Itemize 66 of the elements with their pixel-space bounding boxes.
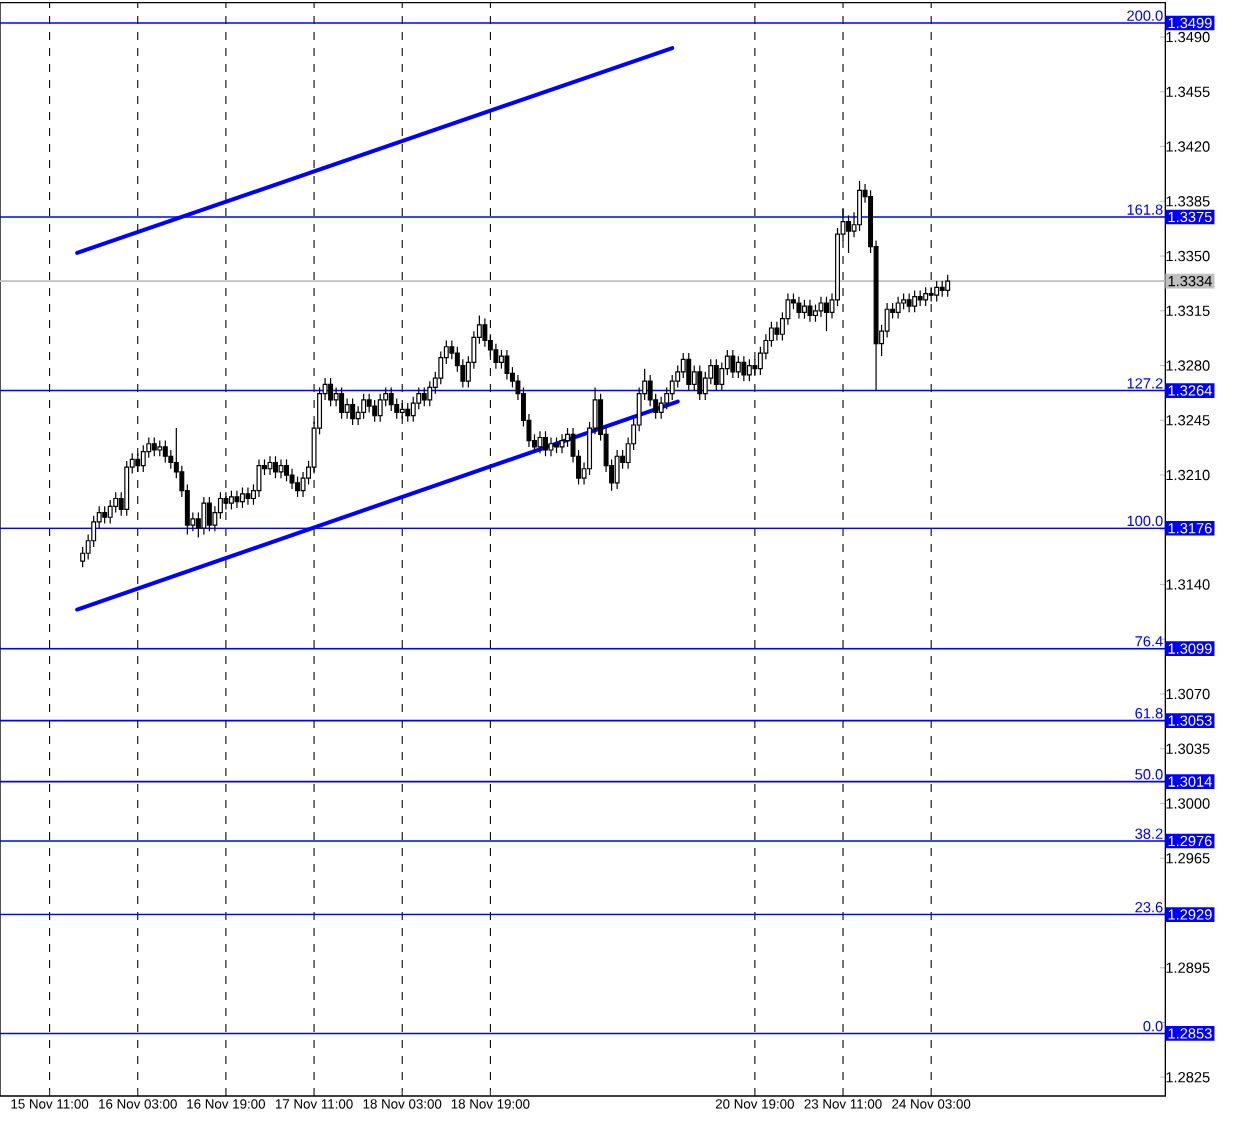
candlestick xyxy=(686,352,692,392)
candlestick xyxy=(333,386,339,407)
candlestick xyxy=(504,349,510,381)
candlestick xyxy=(234,490,240,509)
candlestick xyxy=(945,274,951,298)
candlestick xyxy=(267,455,273,476)
candlestick xyxy=(801,299,807,320)
candlestick xyxy=(824,296,829,332)
candlestick xyxy=(124,460,130,517)
candlestick xyxy=(361,393,367,420)
candlestick xyxy=(223,491,229,511)
candlestick xyxy=(807,299,813,323)
candlestick xyxy=(388,386,394,412)
candlestick xyxy=(162,440,168,464)
candlestick xyxy=(746,358,752,382)
candlestick xyxy=(669,374,675,401)
candlestick xyxy=(548,436,554,457)
candlestick xyxy=(201,496,207,536)
candlestick xyxy=(135,452,141,473)
candlestick xyxy=(284,458,289,482)
candlestick xyxy=(796,296,802,320)
candlestick xyxy=(273,455,278,479)
candlestick xyxy=(206,496,212,532)
candlestick xyxy=(730,349,736,379)
candlestick xyxy=(405,402,411,423)
candlestick xyxy=(151,436,157,457)
candlestick xyxy=(735,355,741,379)
candlestick xyxy=(537,430,543,454)
candlestick xyxy=(372,399,378,423)
candlestick xyxy=(912,289,918,313)
candlestick xyxy=(427,380,433,407)
candlestick xyxy=(774,321,780,342)
candlestick xyxy=(256,458,262,498)
candlestick xyxy=(543,430,548,457)
candlestick xyxy=(697,364,703,401)
candlestick xyxy=(107,499,113,525)
candlestick xyxy=(482,318,488,348)
candlestick xyxy=(498,349,504,370)
candlestick xyxy=(934,280,940,303)
candlestick xyxy=(818,296,824,318)
candlestick xyxy=(857,180,863,232)
candlestick xyxy=(195,511,201,539)
candlestick xyxy=(895,296,901,320)
candlestick xyxy=(614,449,620,490)
candlestick xyxy=(295,475,301,498)
candlestick xyxy=(228,490,234,511)
candlestick xyxy=(713,358,719,392)
candlestick xyxy=(350,397,356,426)
candlestick xyxy=(559,433,565,454)
candlestick xyxy=(846,214,851,254)
candlestick xyxy=(680,352,686,379)
candlestick xyxy=(421,386,427,407)
candlestick xyxy=(328,377,334,407)
candlestick xyxy=(691,364,697,392)
candlestick xyxy=(140,444,146,473)
candlestick xyxy=(906,292,912,313)
candlestick xyxy=(741,355,747,382)
candlestick xyxy=(245,486,251,506)
candlestick xyxy=(344,397,350,420)
candlestick xyxy=(239,486,245,509)
candlestick xyxy=(377,393,383,423)
candlestick xyxy=(278,458,284,479)
candlestick xyxy=(923,286,929,307)
candlestick xyxy=(366,393,372,414)
candlestick xyxy=(339,386,345,420)
candlestick xyxy=(752,358,758,376)
